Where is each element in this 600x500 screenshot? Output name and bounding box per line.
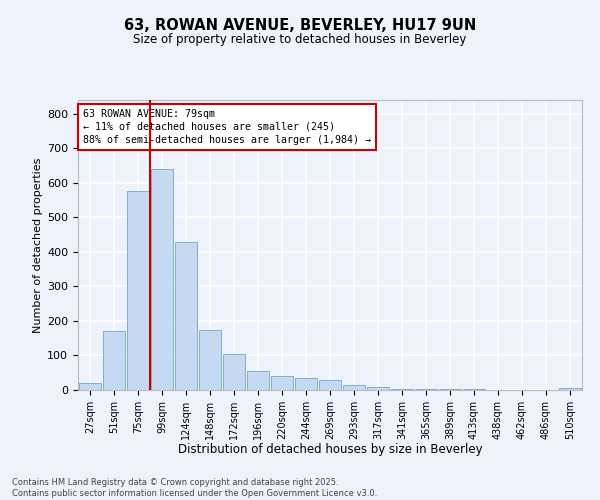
Text: 63 ROWAN AVENUE: 79sqm
← 11% of detached houses are smaller (245)
88% of semi-de: 63 ROWAN AVENUE: 79sqm ← 11% of detached…	[83, 108, 371, 145]
Text: 63, ROWAN AVENUE, BEVERLEY, HU17 9UN: 63, ROWAN AVENUE, BEVERLEY, HU17 9UN	[124, 18, 476, 32]
Bar	[559, 388, 581, 390]
Bar	[151, 169, 173, 390]
Bar	[319, 380, 341, 390]
Bar	[79, 383, 101, 390]
Bar	[343, 385, 365, 390]
Bar	[127, 192, 149, 390]
Bar	[391, 389, 413, 390]
Y-axis label: Number of detached properties: Number of detached properties	[33, 158, 43, 332]
Text: Contains HM Land Registry data © Crown copyright and database right 2025.
Contai: Contains HM Land Registry data © Crown c…	[12, 478, 377, 498]
Bar	[271, 376, 293, 390]
Bar	[295, 378, 317, 390]
Text: Size of property relative to detached houses in Beverley: Size of property relative to detached ho…	[133, 32, 467, 46]
Bar	[247, 371, 269, 390]
Bar	[199, 330, 221, 390]
Bar	[175, 242, 197, 390]
Bar	[367, 386, 389, 390]
X-axis label: Distribution of detached houses by size in Beverley: Distribution of detached houses by size …	[178, 444, 482, 456]
Bar	[223, 354, 245, 390]
Bar	[103, 332, 125, 390]
